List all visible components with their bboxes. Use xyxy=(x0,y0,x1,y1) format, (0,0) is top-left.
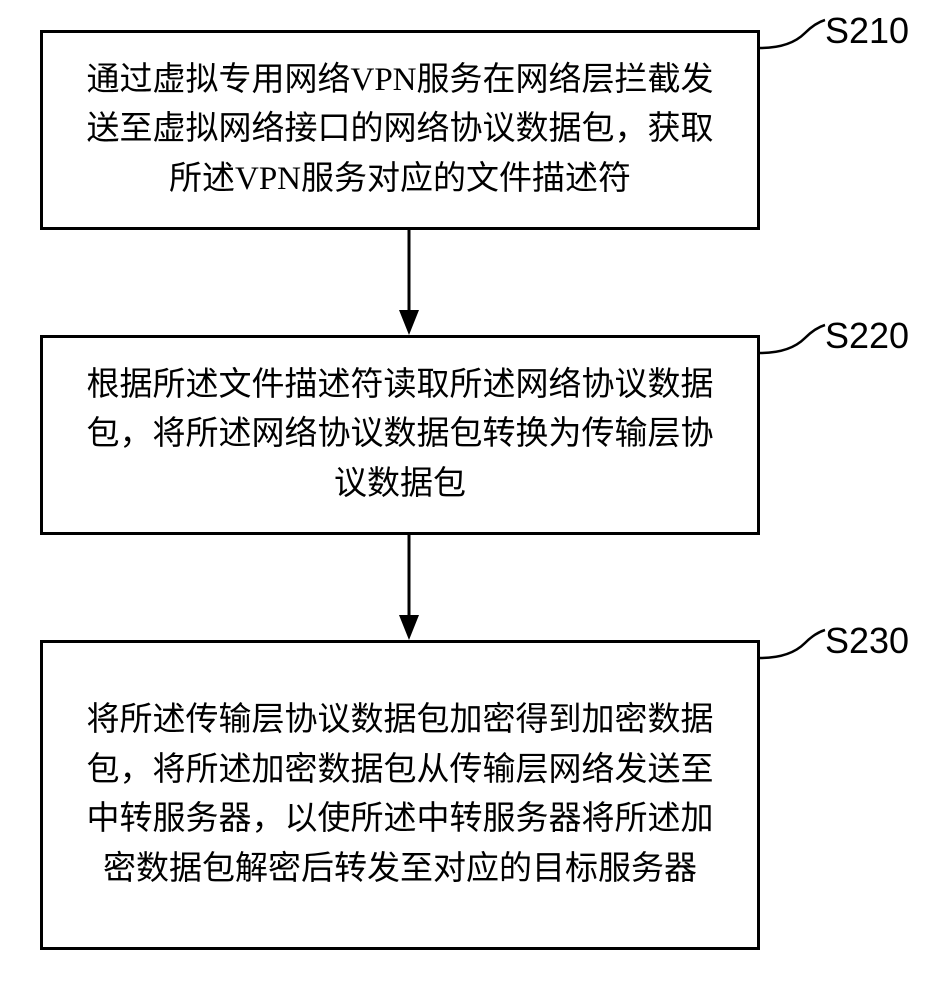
step-3-text: 将所述传输层协议数据包加密得到加密数据包，将所述加密数据包从传输层网络发送至中转… xyxy=(73,696,727,894)
arrow-1 xyxy=(397,230,427,340)
step-2-text: 根据所述文件描述符读取所述网络协议数据包，将所述网络协议数据包转换为传输层协议数… xyxy=(73,361,727,510)
step-1-text: 通过虚拟专用网络VPN服务在网络层拦截发送至虚拟网络接口的网络协议数据包，获取所… xyxy=(73,56,727,205)
flowchart-step-1: 通过虚拟专用网络VPN服务在网络层拦截发送至虚拟网络接口的网络协议数据包，获取所… xyxy=(40,30,760,230)
arrow-2 xyxy=(397,535,427,645)
flowchart-step-3: 将所述传输层协议数据包加密得到加密数据包，将所述加密数据包从传输层网络发送至中转… xyxy=(40,640,760,950)
step-label-2: S220 xyxy=(825,315,909,357)
flowchart-step-2: 根据所述文件描述符读取所述网络协议数据包，将所述网络协议数据包转换为传输层协议数… xyxy=(40,335,760,535)
step-label-3: S230 xyxy=(825,620,909,662)
label-connector-3 xyxy=(760,628,830,663)
step-label-1: S210 xyxy=(825,10,909,52)
label-connector-1 xyxy=(760,18,830,53)
flowchart-container: 通过虚拟专用网络VPN服务在网络层拦截发送至虚拟网络接口的网络协议数据包，获取所… xyxy=(0,0,928,1000)
label-connector-2 xyxy=(760,323,830,358)
